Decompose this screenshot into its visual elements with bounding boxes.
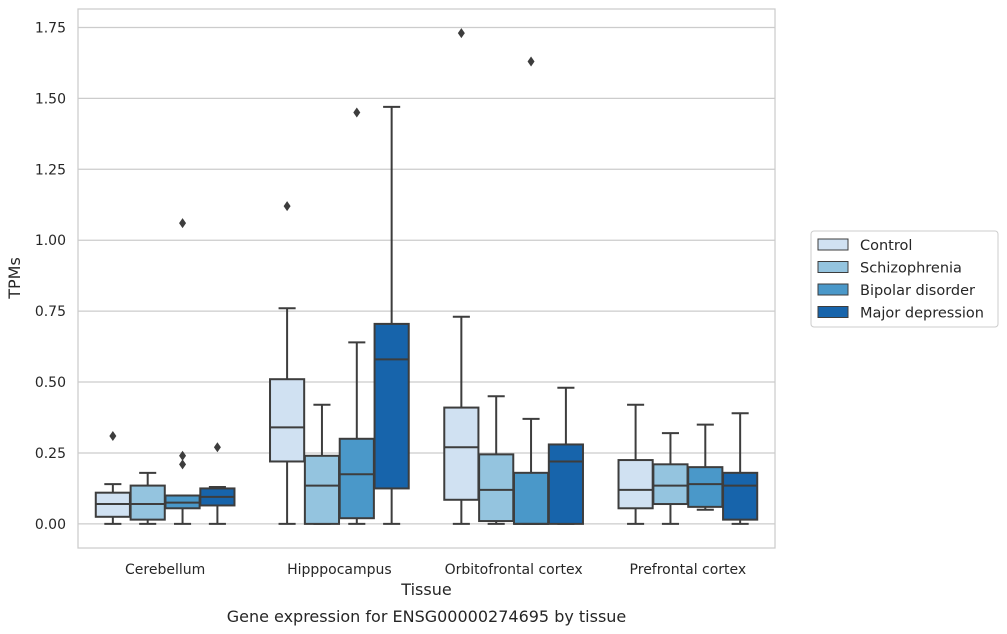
- box-body: [617, 459, 654, 510]
- outlier-point: [527, 56, 535, 67]
- box-bipolar-disorder: [512, 56, 550, 525]
- x-tick-label: Hipppocampus: [287, 562, 392, 578]
- legend-frame: [810, 230, 999, 328]
- box-bipolar-disorder: [164, 218, 201, 525]
- x-tick-label: Prefrontal cortex: [630, 562, 747, 578]
- box-body: [443, 406, 480, 501]
- y-tick-label: 1.75: [35, 20, 66, 36]
- box-schizophrenia: [478, 395, 515, 525]
- box-major-depression: [722, 412, 759, 525]
- legend-label: Schizophrenia: [860, 261, 962, 277]
- y-axis-label: TPMs: [5, 257, 24, 300]
- box-control: [617, 403, 654, 525]
- legend: Control Schizophrenia Bipolar disorder Majo…: [810, 230, 999, 328]
- box-control: [269, 201, 306, 525]
- y-tick-label: 1.00: [35, 233, 66, 249]
- legend-swatch: [817, 261, 849, 273]
- box-schizophrenia: [652, 432, 689, 525]
- box-control: [443, 28, 480, 525]
- legend-swatch: [817, 306, 849, 318]
- box-body: [687, 466, 724, 508]
- y-tick-label: 1.25: [35, 162, 66, 178]
- grid-lines: [78, 26, 775, 525]
- x-tick-label: Cerebellum: [125, 562, 205, 578]
- legend-swatch: [817, 283, 849, 296]
- x-tick-labels: Cerebellum Hipppocampus Orbitofrontal cort…: [125, 562, 746, 578]
- legend-label: Bipolar disorder: [860, 283, 975, 299]
- outlier-point: [179, 459, 187, 470]
- box-major-depression: [199, 442, 236, 525]
- outlier-point: [109, 430, 117, 441]
- plot-area-frame: [77, 8, 776, 549]
- box-body: [547, 443, 584, 525]
- box-body: [478, 453, 515, 523]
- y-tick-labels: 0.00 0.25 0.50 0.75 1.00 1.25 1.50 1.75: [35, 20, 66, 532]
- box-body: [373, 322, 410, 490]
- x-tick-label: Orbitofrontal cortex: [445, 562, 583, 578]
- x-axis-label: Tissue: [400, 580, 451, 599]
- outlier-point: [213, 442, 221, 453]
- y-tick-label: 0.50: [35, 375, 66, 391]
- box-bipolar-disorder: [338, 107, 375, 525]
- box-schizophrenia: [303, 403, 341, 525]
- box-body: [338, 437, 375, 520]
- box-groups: [94, 28, 759, 525]
- legend-swatch: [817, 238, 849, 251]
- outlier-point: [179, 218, 187, 229]
- y-tick-label: 0.00: [35, 517, 66, 533]
- box-body: [269, 378, 306, 463]
- box-body: [722, 471, 759, 521]
- outlier-point: [179, 450, 187, 461]
- box-body: [652, 463, 689, 506]
- legend-label: Control: [860, 238, 912, 254]
- box-bipolar-disorder: [687, 423, 724, 511]
- box-major-depression: [547, 386, 584, 525]
- box-body: [512, 471, 550, 525]
- box-body: [303, 454, 341, 525]
- box-schizophrenia: [129, 471, 166, 525]
- outlier-point: [457, 28, 465, 39]
- box-body: [129, 484, 166, 521]
- y-tick-label: 0.25: [35, 446, 66, 462]
- outlier-point: [283, 201, 291, 212]
- box-control: [94, 430, 131, 525]
- y-tick-label: 1.50: [35, 91, 66, 107]
- outlier-point: [353, 107, 361, 118]
- box-major-depression: [373, 105, 410, 525]
- y-tick-label: 0.75: [35, 304, 66, 320]
- chart-title: Gene expression for ENSG00000274695 by t…: [227, 607, 627, 626]
- legend-label: Major depression: [860, 306, 984, 322]
